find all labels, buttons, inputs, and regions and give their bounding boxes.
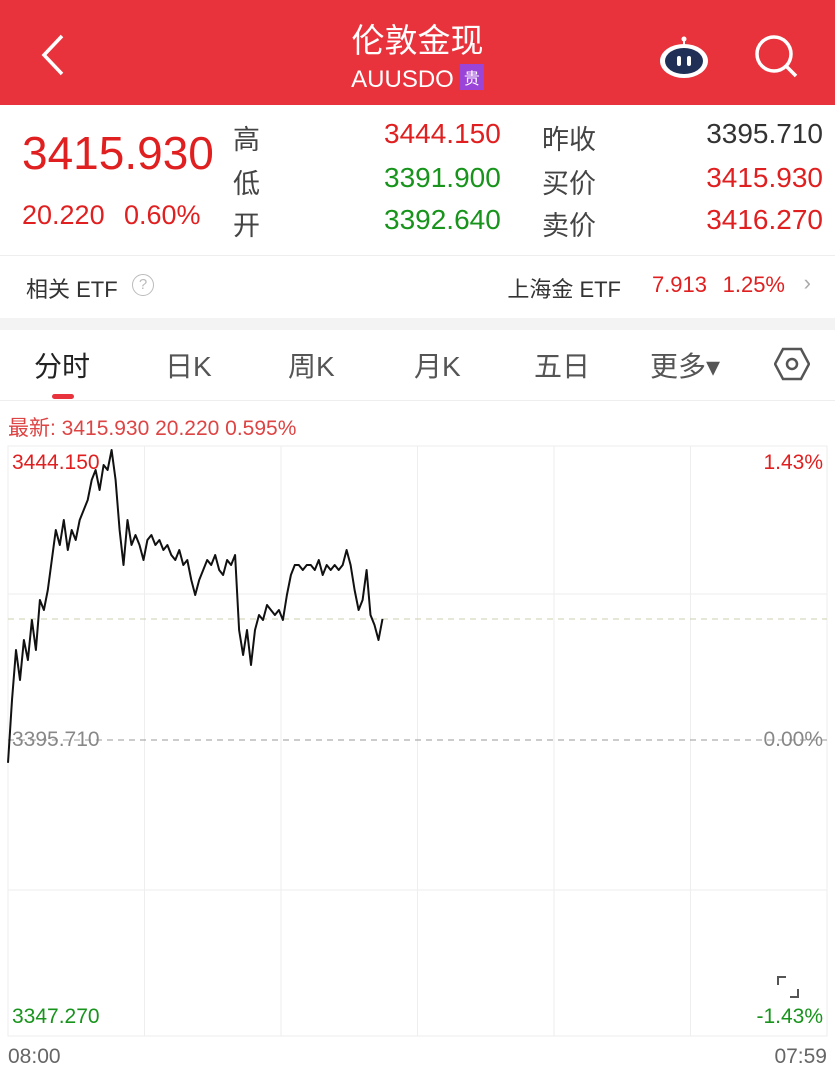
back-arrow-icon[interactable] (36, 30, 76, 80)
header-bar: 伦敦金现 AUUSDO 贵 (0, 0, 835, 105)
x-label-start: 08:00 (8, 1045, 61, 1068)
help-icon[interactable]: ? (132, 274, 154, 296)
low-label: 低 (233, 169, 260, 199)
open-value: 3392.640 (384, 204, 501, 235)
tab-monthly-k[interactable]: 月K (414, 351, 461, 382)
x-label-end: 07:59 (774, 1045, 827, 1068)
section-divider (0, 318, 835, 330)
y-label-prev-close: 3395.710 (12, 728, 100, 751)
low-value: 3391.900 (384, 162, 501, 193)
etf-name: 上海金 ETF (507, 277, 621, 302)
page-title: 伦敦金现 (351, 22, 484, 59)
tab-more[interactable]: 更多▾ (650, 351, 721, 382)
tab-daily-k[interactable]: 日K (165, 351, 212, 382)
y-pct-low: -1.43% (756, 1005, 823, 1028)
precious-metal-badge: 贵 (459, 64, 484, 90)
open-label: 开 (233, 211, 260, 241)
tab-intraday[interactable]: 分时 (34, 351, 91, 382)
ask-label: 卖价 (542, 211, 596, 241)
symbol-code-text: AUUSDO (351, 66, 454, 93)
y-pct-high: 1.43% (763, 451, 823, 474)
y-pct-zero: 0.00% (763, 728, 823, 751)
tab-weekly-k[interactable]: 周K (288, 351, 335, 382)
ask-value: 3416.270 (706, 204, 823, 235)
price-change: 20.220 (22, 200, 105, 230)
fullscreen-icon[interactable] (776, 975, 800, 999)
symbol-code: AUUSDO 贵 (0, 64, 835, 94)
robot-assistant-icon[interactable] (658, 36, 710, 80)
high-label: 高 (233, 125, 260, 155)
prev-close-label: 昨收 (542, 125, 596, 155)
search-icon[interactable] (752, 32, 800, 80)
high-value: 3444.150 (384, 118, 501, 149)
bid-label: 买价 (542, 169, 596, 199)
tab-five-day[interactable]: 五日 (534, 351, 591, 382)
related-etf-label: 相关 ETF (26, 277, 118, 302)
chart-settings-icon[interactable] (774, 346, 810, 382)
price-change-pct: 0.60% (124, 200, 201, 230)
related-etf-row[interactable]: 相关 ETF ? 上海金 ETF 7.913 1.25% › (0, 255, 835, 318)
y-label-high: 3444.150 (12, 451, 100, 474)
prev-close-value: 3395.710 (706, 118, 823, 149)
active-tab-indicator (52, 394, 74, 399)
latest-quote-line: 最新: 3415.930 20.220 0.595% (8, 417, 297, 440)
etf-price: 7.913 (651, 272, 707, 297)
tabs-divider (0, 400, 835, 401)
last-price: 3415.930 (22, 127, 214, 179)
etf-pct: 1.25% (722, 272, 785, 297)
bid-value: 3415.930 (706, 162, 823, 193)
price-line (7, 449, 384, 763)
chevron-right-icon: › (803, 270, 811, 295)
y-label-low: 3347.270 (12, 1005, 100, 1028)
